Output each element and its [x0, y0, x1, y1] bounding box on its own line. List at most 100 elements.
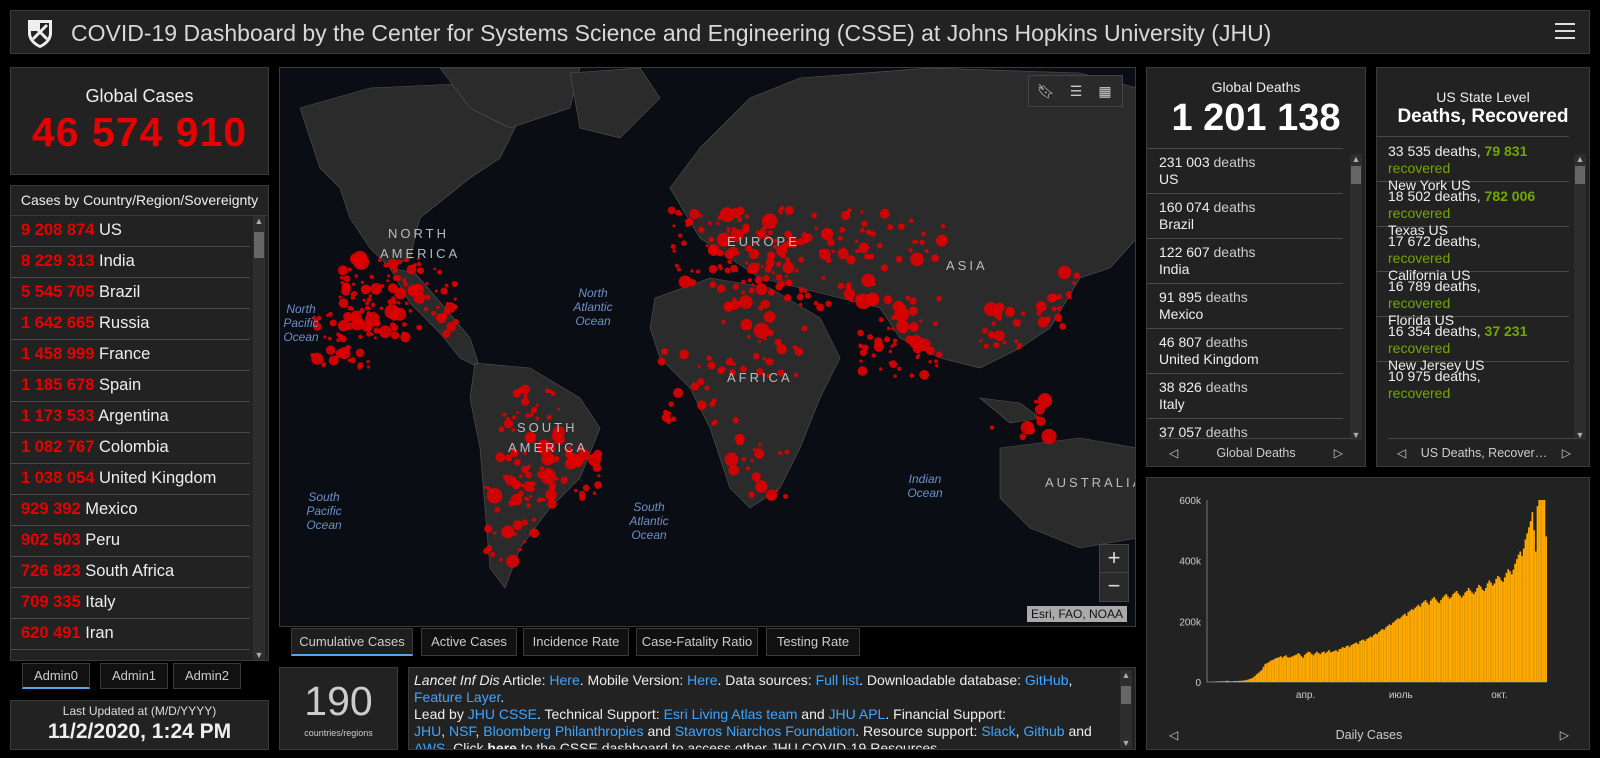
- daily-cases-bar[interactable]: [1293, 655, 1296, 682]
- daily-cases-bar[interactable]: [1298, 654, 1301, 682]
- daily-cases-bar[interactable]: [1228, 681, 1230, 682]
- case-bubble[interactable]: [721, 319, 726, 325]
- scroll-up-icon[interactable]: ▲: [1121, 670, 1131, 680]
- case-bubble[interactable]: [495, 452, 506, 463]
- case-bubble[interactable]: [860, 210, 864, 214]
- daily-cases-bar[interactable]: [1260, 669, 1263, 682]
- daily-cases-bar[interactable]: [1286, 657, 1289, 682]
- case-bubble[interactable]: [741, 279, 746, 285]
- daily-cases-bar[interactable]: [1262, 666, 1265, 682]
- country-row[interactable]: 1 185 678 Spain: [11, 371, 250, 402]
- case-bubble[interactable]: [536, 498, 541, 503]
- case-bubble[interactable]: [755, 283, 768, 296]
- case-bubble[interactable]: [705, 244, 709, 248]
- case-bubble[interactable]: [339, 275, 344, 280]
- case-bubble[interactable]: [362, 298, 366, 302]
- case-bubble[interactable]: [512, 447, 516, 451]
- daily-cases-bar[interactable]: [1534, 551, 1537, 682]
- case-bubble[interactable]: [436, 305, 440, 309]
- country-row[interactable]: 902 503 Peru: [11, 526, 250, 557]
- daily-cases-bar[interactable]: [1476, 587, 1479, 682]
- daily-cases-bar[interactable]: [1223, 681, 1225, 682]
- case-bubble[interactable]: [840, 210, 851, 221]
- daily-cases-bar[interactable]: [1381, 628, 1384, 682]
- daily-cases-bar[interactable]: [1455, 591, 1458, 682]
- case-bubble[interactable]: [672, 224, 676, 228]
- case-bubble[interactable]: [794, 347, 804, 356]
- case-bubble[interactable]: [347, 305, 353, 311]
- case-bubble[interactable]: [530, 406, 538, 414]
- daily-cases-bar[interactable]: [1435, 599, 1437, 682]
- case-bubble[interactable]: [520, 384, 530, 395]
- daily-cases-bar[interactable]: [1491, 585, 1494, 682]
- case-bubble[interactable]: [392, 275, 399, 282]
- country-row[interactable]: 8 229 313 India: [11, 247, 250, 278]
- case-bubble[interactable]: [778, 280, 786, 287]
- case-bubble[interactable]: [762, 357, 767, 361]
- next-page-icon[interactable]: ▷: [1333, 446, 1343, 460]
- case-bubble[interactable]: [413, 287, 419, 292]
- daily-cases-bar[interactable]: [1340, 648, 1342, 682]
- daily-cases-bar[interactable]: [1386, 625, 1389, 682]
- case-bubble[interactable]: [520, 465, 529, 474]
- daily-cases-bar[interactable]: [1467, 587, 1470, 682]
- case-bubble[interactable]: [756, 368, 764, 375]
- case-bubble[interactable]: [879, 208, 890, 219]
- case-bubble[interactable]: [313, 318, 319, 323]
- daily-cases-bar[interactable]: [1355, 642, 1358, 682]
- case-bubble[interactable]: [744, 214, 750, 219]
- case-bubble[interactable]: [499, 557, 503, 562]
- case-bubble[interactable]: [761, 373, 766, 377]
- case-bubble[interactable]: [594, 481, 602, 489]
- case-bubble[interactable]: [880, 264, 889, 272]
- daily-cases-bar[interactable]: [1445, 594, 1448, 682]
- case-bubble[interactable]: [801, 232, 808, 239]
- case-bubble[interactable]: [387, 274, 391, 278]
- case-bubble[interactable]: [332, 322, 336, 326]
- daily-cases-bar[interactable]: [1314, 653, 1317, 682]
- case-bubble[interactable]: [370, 283, 383, 295]
- case-bubble[interactable]: [785, 232, 789, 236]
- daily-cases-bar[interactable]: [1259, 671, 1261, 682]
- daily-cases-bar[interactable]: [1307, 651, 1310, 682]
- case-bubble[interactable]: [750, 458, 755, 463]
- case-bubble[interactable]: [1057, 265, 1072, 280]
- case-bubble[interactable]: [868, 253, 875, 260]
- case-bubble[interactable]: [452, 318, 459, 325]
- country-row[interactable]: 1 082 767 Colombia: [11, 433, 250, 464]
- case-bubble[interactable]: [839, 227, 846, 234]
- case-bubble[interactable]: [520, 483, 524, 487]
- case-bubble[interactable]: [887, 224, 894, 230]
- case-bubble[interactable]: [837, 248, 849, 260]
- case-bubble[interactable]: [366, 331, 372, 337]
- case-bubble[interactable]: [824, 228, 833, 236]
- daily-cases-bar[interactable]: [1276, 657, 1279, 682]
- case-bubble[interactable]: [732, 283, 739, 290]
- bloomberg-link[interactable]: Bloomberg Philanthropies: [483, 723, 644, 739]
- daily-cases-bar[interactable]: [1497, 575, 1499, 682]
- case-bubble[interactable]: [979, 339, 983, 343]
- daily-cases-bar[interactable]: [1483, 591, 1485, 682]
- legend-list-icon[interactable]: ☰: [1069, 83, 1083, 99]
- daily-cases-bar[interactable]: [1331, 651, 1334, 682]
- case-bubble[interactable]: [883, 295, 893, 305]
- daily-cases-bar[interactable]: [1429, 600, 1432, 682]
- case-bubble[interactable]: [451, 280, 458, 288]
- daily-cases-bar[interactable]: [1352, 644, 1355, 682]
- daily-cases-bar[interactable]: [1402, 615, 1404, 682]
- case-bubble[interactable]: [804, 292, 811, 299]
- case-bubble[interactable]: [865, 229, 872, 235]
- case-bubble[interactable]: [724, 241, 728, 246]
- case-bubble[interactable]: [551, 442, 556, 446]
- case-bubble[interactable]: [1049, 293, 1058, 302]
- daily-cases-bar[interactable]: [1335, 650, 1337, 682]
- case-bubble[interactable]: [718, 266, 723, 271]
- case-bubble[interactable]: [782, 261, 795, 274]
- daily-cases-bar[interactable]: [1464, 592, 1467, 682]
- case-bubble[interactable]: [416, 324, 423, 331]
- case-bubble[interactable]: [854, 248, 860, 254]
- jhu-apl-link[interactable]: JHU APL: [828, 706, 886, 722]
- daily-cases-bar[interactable]: [1376, 634, 1379, 682]
- scroll-thumb[interactable]: [1351, 166, 1361, 184]
- case-bubble[interactable]: [373, 336, 377, 340]
